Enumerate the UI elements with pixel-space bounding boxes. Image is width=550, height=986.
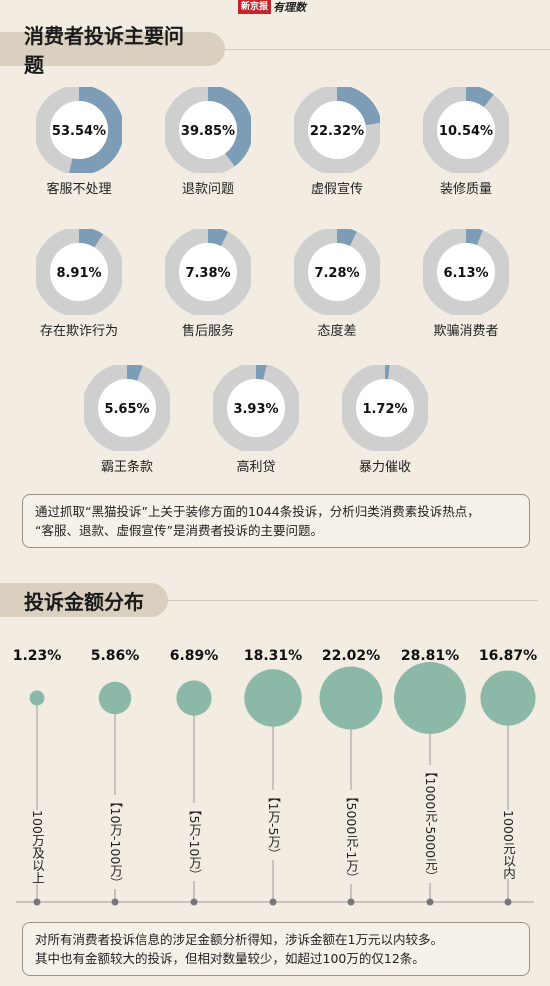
amount-category-label: 【10万-100万） <box>106 795 125 890</box>
amount-category-label: 100万及以上 <box>28 810 47 884</box>
donut-value-arc <box>165 229 251 315</box>
complaints-note: 通过抓取“黑猫投诉”上关于装修方面的1044条投诉，分析归类消费素投诉热点， “… <box>22 494 530 548</box>
donut-center <box>50 243 108 301</box>
amount-percent-label: 16.87% <box>479 648 537 664</box>
donut-center <box>50 101 108 159</box>
donut-center <box>437 101 495 159</box>
donut-value-arc <box>213 365 299 451</box>
donut-percent: 3.93% <box>233 402 278 417</box>
section-title-amounts: 投诉金额分布 <box>0 583 168 617</box>
donut-7: 7.28% <box>294 229 380 315</box>
amounts-note-line2: 其中也有金额较大的投诉，但相对数量较少，如超过100万的仅12条。 <box>35 951 425 966</box>
amount-category-label: 【1万-5万） <box>264 790 283 861</box>
donut-value-arc <box>342 365 428 451</box>
amount-bubble <box>176 680 212 716</box>
donut-center <box>308 243 366 301</box>
amount-bubble <box>480 670 536 726</box>
donut-percent: 7.38% <box>185 266 230 281</box>
donut-category-label: 客服不处理 <box>46 182 112 197</box>
donut-percent: 6.13% <box>443 266 488 281</box>
donut-value-arc <box>294 229 380 315</box>
donut-value-arc <box>36 87 122 173</box>
amount-category-label: 【5万-10万） <box>185 803 204 882</box>
complaints-note-line1: 通过抓取“黑猫投诉”上关于装修方面的1044条投诉，分析归类消费素投诉热点， <box>35 504 480 519</box>
section-header-complaints: 消费者投诉主要问题 <box>0 24 550 77</box>
donut-center <box>437 243 495 301</box>
donut-percent: 53.54% <box>52 124 106 139</box>
amount-percent-label: 18.31% <box>244 648 302 664</box>
amount-percent-label: 28.81% <box>401 648 459 664</box>
donut-category-label: 高利贷 <box>236 460 276 475</box>
donut-value-arc <box>36 229 122 315</box>
donut-center <box>356 379 414 437</box>
brand-logo: 新京报 有理数 <box>238 0 306 14</box>
amount-percent-label: 1.23% <box>13 648 62 664</box>
donut-percent: 5.65% <box>104 402 149 417</box>
amount-bubble <box>29 690 45 706</box>
amount-bubble <box>244 669 302 727</box>
amount-bubble <box>98 681 132 715</box>
donut-1: 53.54% <box>36 87 122 173</box>
logo-brand: 新京报 <box>238 0 272 14</box>
donut-9: 5.65% <box>84 365 170 451</box>
amount-percent-label: 5.86% <box>91 648 140 664</box>
logo-script: 有理数 <box>273 1 307 14</box>
donut-value-arc <box>423 87 509 173</box>
amount-axis-dot <box>111 898 119 906</box>
donut-category-label: 虚假宣传 <box>310 182 363 197</box>
donut-percent: 7.28% <box>314 266 359 281</box>
amount-axis-dot <box>190 898 198 906</box>
complaints-note-line2: “客服、退款、虚假宣传”是消费者投诉的主要问题。 <box>35 523 323 538</box>
donut-category-label: 霸王条款 <box>100 460 153 475</box>
amount-axis-dot <box>269 898 277 906</box>
amount-bubble <box>319 666 383 730</box>
amount-distribution-chart: 1.23% 5.86% 6.89% 18.31% 22.02% 28.81% 16.87% <box>13 648 537 906</box>
amount-axis-dot <box>347 898 355 906</box>
amounts-note: 对所有消费者投诉信息的涉足金额分析得知，涉诉金额在1万元以内较多。 其中也有金额… <box>22 922 530 976</box>
donut-value-arc <box>294 87 380 173</box>
donut-3: 22.32% <box>294 87 380 173</box>
section-title-complaints: 消费者投诉主要问题 <box>0 24 226 77</box>
donut-4: 10.54% <box>423 87 509 173</box>
donut-category-label: 装修质量 <box>439 182 492 197</box>
donut-10: 3.93% <box>213 365 299 451</box>
donut-percent: 10.54% <box>439 124 493 139</box>
section-header-amounts: 投诉金额分布 <box>0 583 538 617</box>
donut-center <box>308 101 366 159</box>
amount-category-label: 【5000元-1万） <box>342 790 361 885</box>
donut-percent: 39.85% <box>181 124 235 139</box>
donut-category-label: 存在欺诈行为 <box>39 324 118 339</box>
donut-category-label: 退款问题 <box>181 182 234 197</box>
donut-percent: 8.91% <box>56 266 101 281</box>
amount-axis-dot <box>33 898 41 906</box>
donut-center <box>227 379 285 437</box>
amounts-note-line1: 对所有消费者投诉信息的涉足金额分析得知，涉诉金额在1万元以内较多。 <box>35 932 443 947</box>
section-divider <box>168 599 538 601</box>
donut-percent: 1.72% <box>362 402 407 417</box>
section-divider <box>225 48 550 50</box>
donut-value-arc <box>84 365 170 451</box>
amount-category-label: 【1000元-5000元） <box>421 765 440 884</box>
amount-axis-dot <box>504 898 512 906</box>
amount-axis-dot <box>426 898 434 906</box>
donut-2: 39.85% <box>165 87 251 173</box>
donut-center <box>179 243 237 301</box>
donut-category-label: 欺骗消费者 <box>433 324 499 339</box>
donut-center <box>179 101 237 159</box>
donut-category-label: 售后服务 <box>181 324 234 339</box>
amount-percent-label: 22.02% <box>322 648 380 664</box>
donut-category-label: 暴力催收 <box>358 460 411 475</box>
donut-percent: 22.32% <box>310 124 364 139</box>
amount-bubble <box>394 662 466 734</box>
donut-6: 7.38% <box>165 229 251 315</box>
donut-value-arc <box>165 87 251 173</box>
amount-category-label: 1000元以内 <box>499 810 518 880</box>
donut-center <box>98 379 156 437</box>
donut-5: 8.91% <box>36 229 122 315</box>
amount-percent-label: 6.89% <box>170 648 219 664</box>
donut-8: 6.13% <box>423 229 509 315</box>
donut-value-arc <box>423 229 509 315</box>
donut-11: 1.72% <box>342 365 428 451</box>
donut-category-label: 态度差 <box>317 324 357 339</box>
